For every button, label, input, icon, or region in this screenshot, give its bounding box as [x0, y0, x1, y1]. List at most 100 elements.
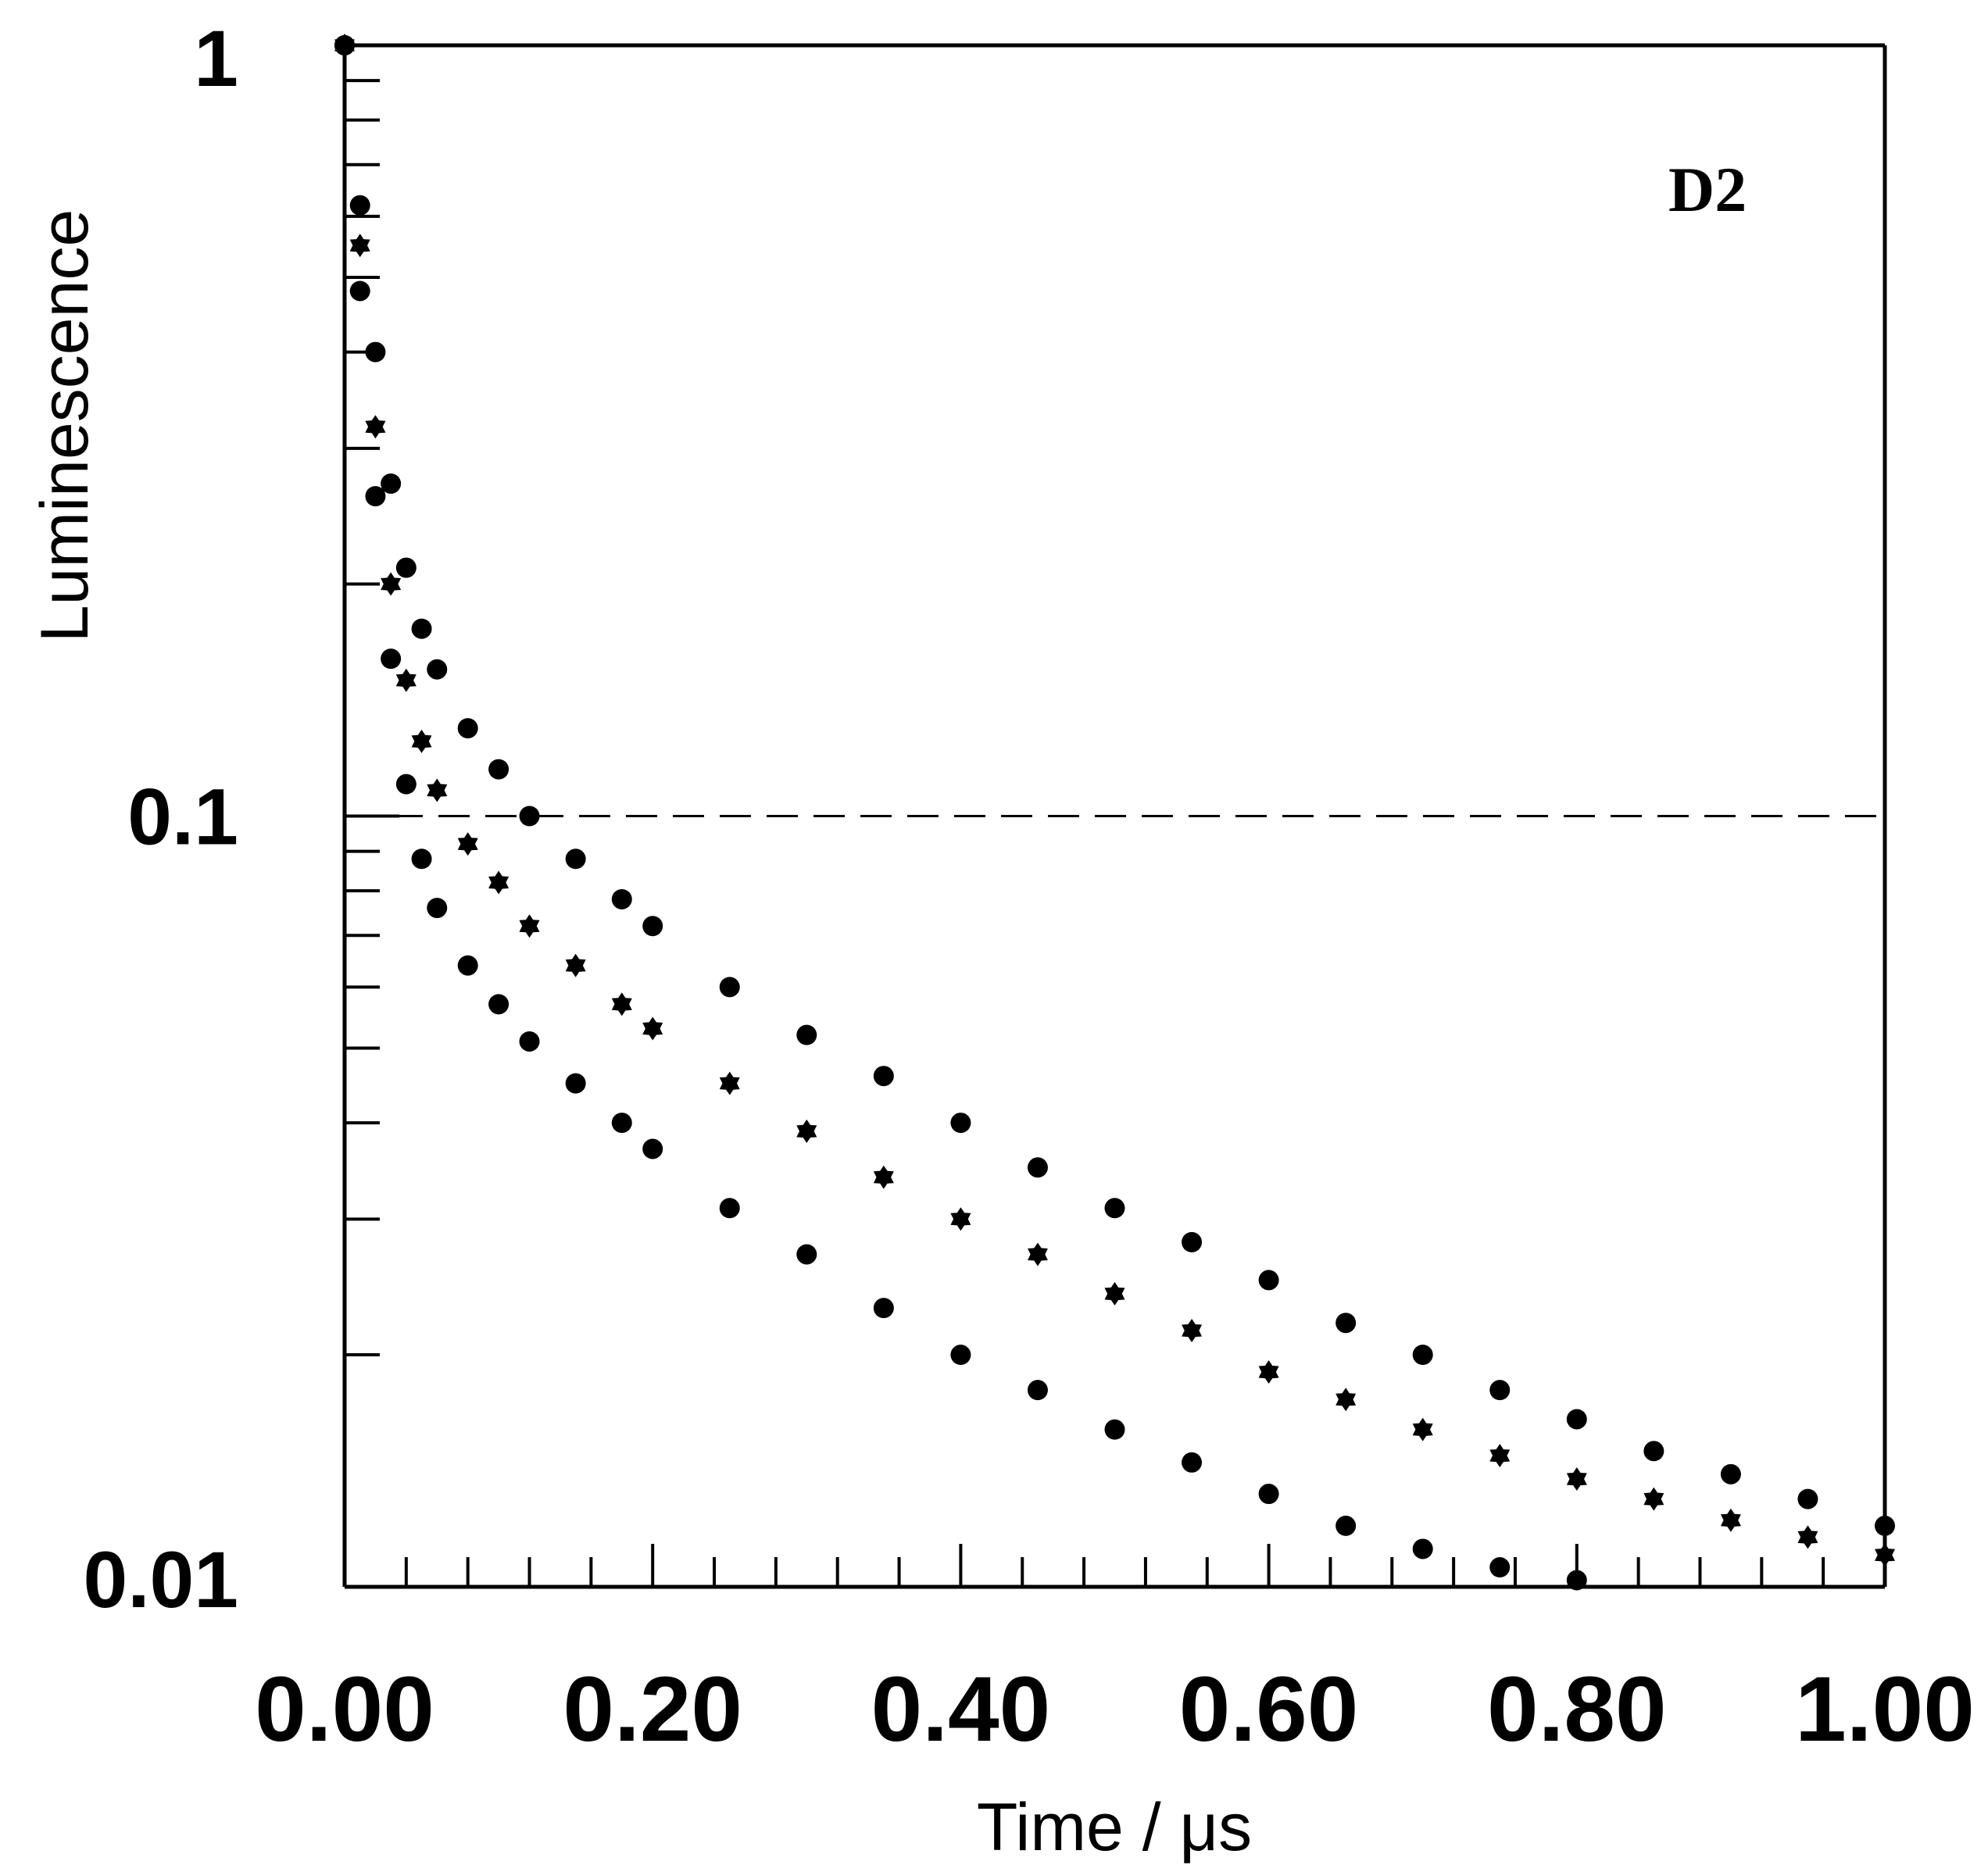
data-point — [349, 280, 370, 302]
data-point — [395, 668, 417, 692]
data-point — [427, 898, 448, 919]
data-point — [457, 832, 478, 856]
data-point — [381, 648, 402, 670]
data-point — [1104, 1419, 1125, 1440]
x-tick-label: 0.40 — [871, 1658, 1051, 1761]
data-point — [796, 1244, 817, 1265]
data-point — [1104, 1281, 1125, 1306]
data-point — [381, 572, 402, 596]
data-point — [519, 806, 540, 827]
data-point — [719, 1198, 740, 1219]
data-point — [1797, 1488, 1818, 1509]
x-axis-ticks: 0.00 0.20 0.40 0.60 0.80 1.00 — [255, 1544, 1975, 1761]
data-point — [565, 848, 586, 870]
data-point — [1412, 1417, 1433, 1442]
data-point — [611, 888, 632, 909]
y-axis-title: Luminescence — [27, 209, 102, 643]
data-point — [1258, 1484, 1279, 1505]
data-point — [365, 341, 386, 363]
data-point — [349, 195, 370, 216]
data-point — [1720, 1463, 1741, 1484]
data-point — [365, 486, 386, 507]
data-point — [1335, 1313, 1357, 1334]
data-point — [365, 415, 386, 439]
data-point — [1797, 1525, 1818, 1549]
data-point — [1027, 1157, 1048, 1178]
data-point — [1258, 1360, 1279, 1384]
x-axis-title: Time / μs — [977, 1790, 1252, 1865]
y-tick-label: 1 — [194, 14, 238, 103]
data-point — [427, 659, 448, 680]
data-point — [1335, 1388, 1357, 1412]
data-point — [1412, 1538, 1433, 1559]
x-tick-label: 0.60 — [1179, 1658, 1359, 1761]
data-point — [950, 1207, 971, 1231]
data-point — [334, 35, 355, 55]
data-point — [719, 977, 740, 998]
series-lower-decay — [334, 35, 1587, 1591]
data-point — [1182, 1231, 1203, 1252]
data-point — [796, 1119, 817, 1143]
data-point — [411, 729, 432, 753]
data-point — [1489, 1444, 1511, 1467]
data-point — [796, 1024, 817, 1045]
data-point — [1489, 1380, 1511, 1401]
data-point — [611, 992, 632, 1016]
y-tick-label: 0.01 — [83, 1535, 238, 1624]
data-point — [565, 953, 586, 977]
data-point — [642, 916, 663, 937]
data-point — [488, 759, 510, 780]
y-axis-ticks: 0.01 0.1 1 — [83, 14, 399, 1624]
data-point — [395, 773, 417, 795]
data-point — [1335, 1515, 1357, 1536]
x-tick-label: 0.00 — [255, 1658, 434, 1761]
data-point — [1258, 1270, 1279, 1291]
data-points — [334, 34, 1895, 1591]
data-point — [1875, 1515, 1895, 1536]
data-point — [873, 1165, 894, 1189]
data-point — [1643, 1487, 1664, 1511]
data-point — [1027, 1380, 1048, 1401]
data-point — [349, 234, 370, 258]
data-point — [950, 1113, 971, 1134]
series-middle-decay — [334, 34, 1895, 1567]
data-point — [873, 1298, 894, 1319]
data-point — [1566, 1409, 1587, 1430]
data-point — [611, 1113, 632, 1134]
data-point — [1028, 1242, 1048, 1266]
plot-frame — [342, 43, 1887, 1589]
x-tick-label: 1.00 — [1795, 1658, 1975, 1761]
x-tick-label: 0.80 — [1487, 1658, 1667, 1761]
data-point — [642, 1138, 663, 1159]
data-point — [950, 1345, 971, 1366]
data-point — [488, 994, 510, 1015]
x-tick-label: 0.20 — [563, 1658, 742, 1761]
data-point — [381, 473, 402, 494]
data-point — [1643, 1441, 1664, 1462]
data-point — [488, 870, 510, 895]
data-point — [411, 848, 432, 870]
data-point — [1566, 1570, 1587, 1591]
data-point — [1720, 1508, 1741, 1532]
data-point — [1489, 1557, 1511, 1578]
data-point — [519, 1031, 540, 1052]
data-point — [1412, 1345, 1433, 1366]
data-point — [642, 1016, 663, 1041]
y-tick-label: 0.1 — [127, 773, 238, 862]
series-upper-decay — [334, 35, 1895, 1536]
data-point — [519, 914, 540, 938]
data-point — [411, 618, 432, 639]
data-point — [873, 1066, 894, 1087]
data-point — [457, 718, 478, 739]
data-point — [1182, 1319, 1202, 1342]
data-point — [1566, 1467, 1587, 1491]
panel-label: D2 — [1668, 154, 1747, 225]
data-point — [1104, 1198, 1125, 1219]
data-point — [457, 955, 478, 976]
data-point — [427, 778, 448, 802]
data-point — [395, 557, 417, 578]
data-point — [719, 1071, 740, 1095]
data-point — [1875, 1543, 1895, 1567]
data-point — [565, 1073, 586, 1094]
